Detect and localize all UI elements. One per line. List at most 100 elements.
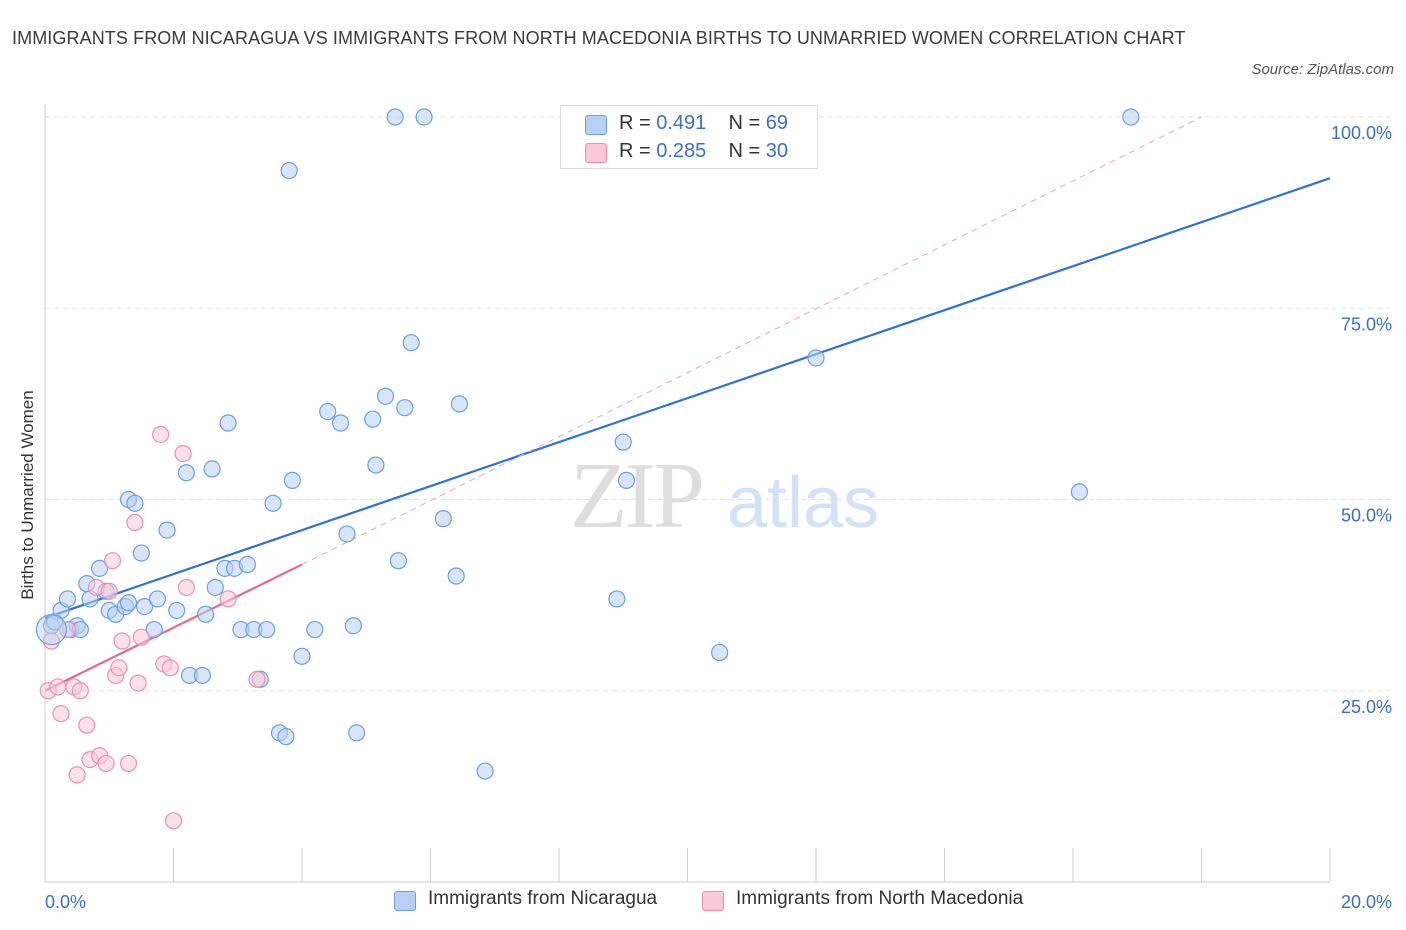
point-north-macedonia xyxy=(49,678,67,696)
point-nicaragua xyxy=(206,578,224,597)
point-north-macedonia xyxy=(110,659,128,677)
legend-label: Immigrants from North Macedonia xyxy=(736,888,1024,909)
point-nicaragua xyxy=(376,387,395,405)
watermark-atlas: atlas xyxy=(727,463,879,543)
point-nicaragua xyxy=(617,471,636,489)
point-nicaragua xyxy=(389,552,407,570)
chart-title: IMMIGRANTS FROM NICARAGUA VS IMMIGRANTS … xyxy=(12,28,1186,48)
point-nicaragua xyxy=(386,108,404,126)
point-north-macedonia xyxy=(248,670,266,688)
point-north-macedonia xyxy=(68,766,86,784)
point-nicaragua xyxy=(58,590,77,608)
point-nicaragua xyxy=(344,617,362,635)
watermark: ZIP atlas xyxy=(570,444,879,548)
point-nicaragua xyxy=(319,402,337,421)
point-north-macedonia xyxy=(100,582,118,600)
y-tick-label: 75.0% xyxy=(1341,314,1392,334)
source-label: Source: ZipAtlas.com xyxy=(1251,61,1394,78)
r-label: R = xyxy=(619,140,657,162)
point-nicaragua xyxy=(476,762,494,780)
blue-swatch-icon xyxy=(394,891,416,911)
trend-line-nicaragua xyxy=(44,177,1331,620)
point-nicaragua xyxy=(306,620,324,639)
point-nicaragua xyxy=(119,594,138,612)
watermark-zip: ZIP xyxy=(570,444,702,548)
trend-extension-north-macedonia xyxy=(301,116,1202,565)
point-nicaragua xyxy=(364,410,382,428)
point-nicaragua xyxy=(203,460,221,478)
point-nicaragua xyxy=(608,590,626,608)
point-north-macedonia xyxy=(58,620,77,639)
point-nicaragua xyxy=(711,643,729,662)
point-nicaragua xyxy=(148,590,167,608)
point-nicaragua xyxy=(280,161,298,180)
trend-line-north-macedonia xyxy=(44,563,303,692)
point-north-macedonia xyxy=(97,754,115,773)
pink-swatch-icon xyxy=(585,143,607,163)
correlation-legend: R = 0.491 N = 69 R = 0.285 N = 30 xyxy=(560,105,818,169)
point-north-macedonia xyxy=(132,628,150,646)
point-north-macedonia xyxy=(174,445,192,463)
blue-swatch-icon xyxy=(585,115,607,135)
trend-lines xyxy=(44,116,1331,692)
grid-lines xyxy=(45,116,1392,692)
point-nicaragua xyxy=(614,433,632,451)
point-nicaragua xyxy=(158,521,176,539)
point-nicaragua xyxy=(258,620,276,639)
point-nicaragua xyxy=(197,605,215,623)
point-nicaragua xyxy=(434,510,452,528)
point-nicaragua xyxy=(193,666,212,685)
point-north-macedonia xyxy=(113,632,131,650)
point-north-macedonia xyxy=(219,590,237,608)
point-north-macedonia xyxy=(119,754,138,773)
point-north-macedonia xyxy=(152,425,170,444)
point-nicaragua xyxy=(283,471,301,489)
point-nicaragua xyxy=(367,456,385,474)
point-nicaragua xyxy=(293,647,311,665)
y-tick-label: 50.0% xyxy=(1341,506,1392,526)
point-north-macedonia xyxy=(103,552,122,570)
point-nicaragua xyxy=(1070,483,1089,501)
point-north-macedonia xyxy=(129,674,147,692)
x-tick-label: 20.0% xyxy=(1341,892,1392,912)
point-nicaragua xyxy=(132,544,150,562)
point-nicaragua xyxy=(177,464,195,482)
legend-label: Immigrants from Nicaragua xyxy=(428,888,658,909)
point-nicaragua xyxy=(277,728,295,746)
r-value: 0.285 xyxy=(656,140,707,162)
point-nicaragua xyxy=(219,414,237,432)
point-nicaragua xyxy=(126,494,144,512)
point-nicaragua xyxy=(450,395,469,413)
point-nicaragua xyxy=(238,555,256,574)
r-label: R = xyxy=(619,112,657,134)
point-north-macedonia xyxy=(52,705,70,723)
point-north-macedonia xyxy=(177,578,195,597)
axes xyxy=(44,105,1331,883)
n-label: N = xyxy=(728,140,766,162)
point-north-macedonia xyxy=(164,812,183,830)
n-value: 30 xyxy=(765,140,789,162)
point-nicaragua xyxy=(91,559,109,577)
point-nicaragua xyxy=(447,567,465,585)
y-tick-label: 100.0% xyxy=(1331,123,1392,143)
point-north-macedonia xyxy=(71,682,89,700)
n-value: 69 xyxy=(765,112,789,134)
tick-labels: 25.0% 50.0% 75.0% 100.0% 0.0% 20.0% xyxy=(45,123,1392,912)
point-nicaragua xyxy=(135,597,154,616)
point-north-macedonia xyxy=(42,632,61,650)
point-nicaragua xyxy=(807,349,825,367)
point-nicaragua xyxy=(348,724,366,742)
point-nicaragua xyxy=(264,494,282,512)
point-north-macedonia xyxy=(78,716,96,734)
point-nicaragua xyxy=(331,414,350,432)
n-label: N = xyxy=(728,112,766,134)
pink-swatch-icon xyxy=(702,891,724,911)
point-nicaragua xyxy=(1122,108,1140,126)
r-value: 0.491 xyxy=(656,112,707,134)
point-nicaragua xyxy=(145,620,163,639)
series-legend: Immigrants from Nicaragua Immigrants fro… xyxy=(0,888,1406,916)
data-points xyxy=(35,108,1140,830)
point-nicaragua xyxy=(402,334,420,352)
x-tick-label: 0.0% xyxy=(45,892,86,912)
